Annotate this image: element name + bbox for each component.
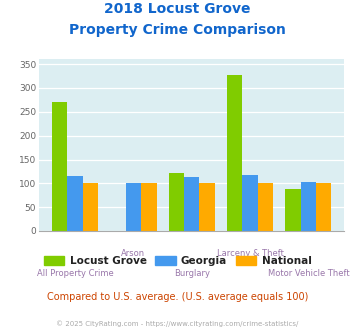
Text: All Property Crime: All Property Crime (37, 269, 114, 278)
Text: Burglary: Burglary (174, 269, 210, 278)
Text: 2018 Locust Grove: 2018 Locust Grove (104, 2, 251, 16)
Bar (285, 189, 301, 231)
Bar (316, 183, 332, 231)
Text: Compared to U.S. average. (U.S. average equals 100): Compared to U.S. average. (U.S. average … (47, 292, 308, 302)
Text: Motor Vehicle Theft: Motor Vehicle Theft (268, 269, 349, 278)
Bar (301, 182, 316, 231)
Bar (67, 176, 83, 231)
Bar (184, 177, 200, 231)
Bar (169, 173, 184, 231)
Bar (227, 75, 242, 231)
Bar (200, 183, 215, 231)
Text: Larceny & Theft: Larceny & Theft (217, 249, 283, 258)
Bar (141, 183, 157, 231)
Legend: Locust Grove, Georgia, National: Locust Grove, Georgia, National (39, 252, 316, 270)
Text: © 2025 CityRating.com - https://www.cityrating.com/crime-statistics/: © 2025 CityRating.com - https://www.city… (56, 321, 299, 327)
Bar (83, 183, 98, 231)
Text: Arson: Arson (121, 249, 146, 258)
Bar (126, 183, 141, 231)
Bar (242, 175, 258, 231)
Bar (52, 102, 67, 231)
Bar (258, 183, 273, 231)
Text: Property Crime Comparison: Property Crime Comparison (69, 23, 286, 37)
